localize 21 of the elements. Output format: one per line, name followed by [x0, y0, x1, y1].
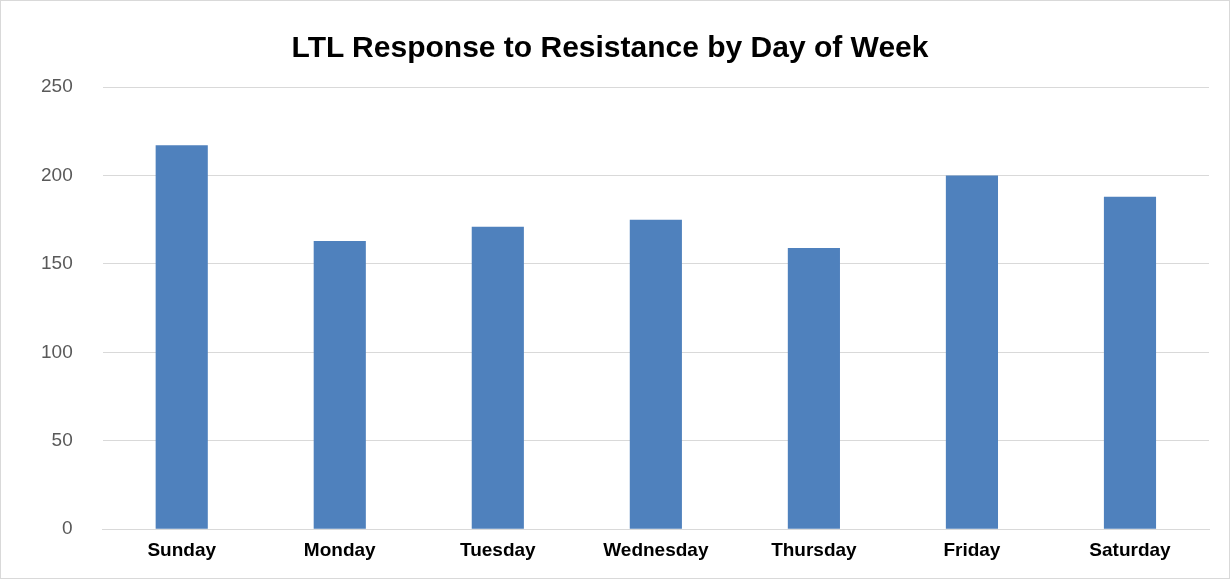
y-tick-label: 50 [51, 428, 73, 450]
y-tick-label: 250 [41, 75, 73, 97]
bar [471, 226, 524, 529]
y-tick-label: 150 [41, 252, 73, 274]
x-tick-label: Monday [303, 538, 377, 560]
x-tick-label: Saturday [1089, 538, 1172, 560]
y-tick-label: 200 [41, 163, 73, 185]
chart-title: LTL Response to Resistance by Day of Week [291, 30, 929, 64]
bar [945, 175, 999, 529]
bar [313, 240, 366, 529]
x-tick-label: Thursday [771, 538, 858, 560]
bar [1103, 196, 1157, 529]
x-tick-label: Tuesday [459, 538, 537, 560]
x-tick-label: Wednesday [603, 538, 709, 560]
y-tick-label: 0 [62, 517, 73, 539]
x-tick-label: Sunday [147, 538, 217, 560]
bar [787, 247, 840, 529]
x-tick-label: Friday [943, 538, 1001, 560]
y-tick-label: 100 [41, 340, 73, 362]
bar [629, 219, 682, 529]
bar [155, 145, 208, 529]
